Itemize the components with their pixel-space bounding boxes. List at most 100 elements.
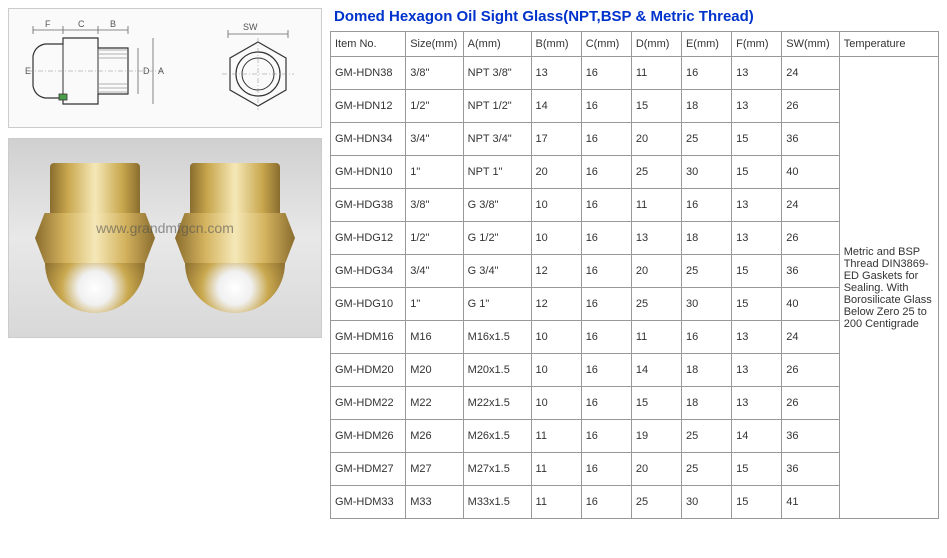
technical-drawing: F C B E <box>8 8 322 128</box>
table-cell-size: 3/8" <box>406 57 463 90</box>
side-view-drawing: F C B E <box>23 16 193 120</box>
table-cell-c: 16 <box>581 90 631 123</box>
table-cell-c: 16 <box>581 222 631 255</box>
dim-label-sw: SW <box>243 22 258 32</box>
table-cell-d: 11 <box>631 57 681 90</box>
table-cell-size: 3/8" <box>406 189 463 222</box>
table-cell-e: 25 <box>681 123 731 156</box>
table-cell-sw: 26 <box>782 354 839 387</box>
table-cell-f: 13 <box>732 222 782 255</box>
table-cell-size: M16 <box>406 321 463 354</box>
table-cell-item: GM-HDM27 <box>331 453 406 486</box>
table-cell-d: 25 <box>631 288 681 321</box>
table-cell-sw: 36 <box>782 420 839 453</box>
table-cell-size: M33 <box>406 486 463 519</box>
table-cell-c: 16 <box>581 288 631 321</box>
table-cell-item: GM-HDN12 <box>331 90 406 123</box>
table-cell-d: 14 <box>631 354 681 387</box>
table-cell-sw: 36 <box>782 123 839 156</box>
table-cell-d: 11 <box>631 321 681 354</box>
col-header-size: Size(mm) <box>406 32 463 57</box>
table-cell-f: 15 <box>732 123 782 156</box>
brass-fitting-left <box>35 163 155 313</box>
table-cell-b: 10 <box>531 354 581 387</box>
table-cell-b: 14 <box>531 90 581 123</box>
table-cell-sw: 24 <box>782 57 839 90</box>
table-cell-e: 30 <box>681 156 731 189</box>
table-cell-sw: 24 <box>782 189 839 222</box>
table-cell-sw: 26 <box>782 222 839 255</box>
table-cell-sw: 40 <box>782 156 839 189</box>
table-cell-a: NPT 3/8" <box>463 57 531 90</box>
col-header-item: Item No. <box>331 32 406 57</box>
table-cell-sw: 36 <box>782 255 839 288</box>
product-title: Domed Hexagon Oil Sight Glass(NPT,BSP & … <box>330 8 939 25</box>
table-row: GM-HDN383/8"NPT 3/8"131611161324Metric a… <box>331 57 939 90</box>
table-cell-item: GM-HDM16 <box>331 321 406 354</box>
table-cell-f: 15 <box>732 156 782 189</box>
table-cell-b: 20 <box>531 156 581 189</box>
table-cell-e: 18 <box>681 354 731 387</box>
table-cell-size: 3/4" <box>406 255 463 288</box>
table-cell-d: 15 <box>631 90 681 123</box>
col-header-c: C(mm) <box>581 32 631 57</box>
table-cell-b: 12 <box>531 255 581 288</box>
table-cell-sw: 36 <box>782 453 839 486</box>
table-cell-c: 16 <box>581 321 631 354</box>
table-cell-d: 11 <box>631 189 681 222</box>
product-catalog-page: F C B E <box>0 0 947 527</box>
col-header-sw: SW(mm) <box>782 32 839 57</box>
table-cell-e: 25 <box>681 453 731 486</box>
table-cell-c: 16 <box>581 420 631 453</box>
table-cell-a: G 1/2" <box>463 222 531 255</box>
product-photo: www.grandmfgcn.com <box>8 138 322 338</box>
table-cell-c: 16 <box>581 453 631 486</box>
table-cell-size: 1" <box>406 156 463 189</box>
table-cell-size: M22 <box>406 387 463 420</box>
table-cell-a: G 3/8" <box>463 189 531 222</box>
table-cell-size: M20 <box>406 354 463 387</box>
table-cell-b: 13 <box>531 57 581 90</box>
table-cell-e: 18 <box>681 222 731 255</box>
table-cell-a: NPT 1/2" <box>463 90 531 123</box>
table-cell-e: 16 <box>681 189 731 222</box>
dim-label-c: C <box>78 19 85 29</box>
table-cell-c: 16 <box>581 156 631 189</box>
table-cell-d: 25 <box>631 486 681 519</box>
table-cell-a: M16x1.5 <box>463 321 531 354</box>
col-header-e: E(mm) <box>681 32 731 57</box>
table-cell-sw: 26 <box>782 90 839 123</box>
table-cell-c: 16 <box>581 255 631 288</box>
spec-table: Item No. Size(mm) A(mm) B(mm) C(mm) D(mm… <box>330 31 939 519</box>
table-cell-item: GM-HDM33 <box>331 486 406 519</box>
table-cell-c: 16 <box>581 189 631 222</box>
table-cell-a: NPT 3/4" <box>463 123 531 156</box>
table-cell-e: 18 <box>681 90 731 123</box>
table-cell-d: 15 <box>631 387 681 420</box>
table-cell-size: 1" <box>406 288 463 321</box>
table-cell-f: 13 <box>732 189 782 222</box>
col-header-b: B(mm) <box>531 32 581 57</box>
table-cell-a: M22x1.5 <box>463 387 531 420</box>
table-cell-a: G 1" <box>463 288 531 321</box>
table-cell-item: GM-HDG12 <box>331 222 406 255</box>
table-cell-size: M27 <box>406 453 463 486</box>
table-cell-size: 3/4" <box>406 123 463 156</box>
table-cell-f: 13 <box>732 90 782 123</box>
table-cell-size: 1/2" <box>406 90 463 123</box>
table-cell-a: NPT 1" <box>463 156 531 189</box>
table-cell-f: 13 <box>732 321 782 354</box>
temperature-note-cell: Metric and BSP Thread DIN3869-ED Gaskets… <box>839 57 938 519</box>
table-cell-sw: 41 <box>782 486 839 519</box>
col-header-temp: Temperature <box>839 32 938 57</box>
table-cell-d: 20 <box>631 255 681 288</box>
right-column: Domed Hexagon Oil Sight Glass(NPT,BSP & … <box>330 0 947 527</box>
table-cell-a: G 3/4" <box>463 255 531 288</box>
table-cell-b: 11 <box>531 420 581 453</box>
table-cell-d: 13 <box>631 222 681 255</box>
table-cell-b: 12 <box>531 288 581 321</box>
table-cell-f: 14 <box>732 420 782 453</box>
table-cell-b: 10 <box>531 189 581 222</box>
table-cell-f: 15 <box>732 255 782 288</box>
table-cell-item: GM-HDN34 <box>331 123 406 156</box>
